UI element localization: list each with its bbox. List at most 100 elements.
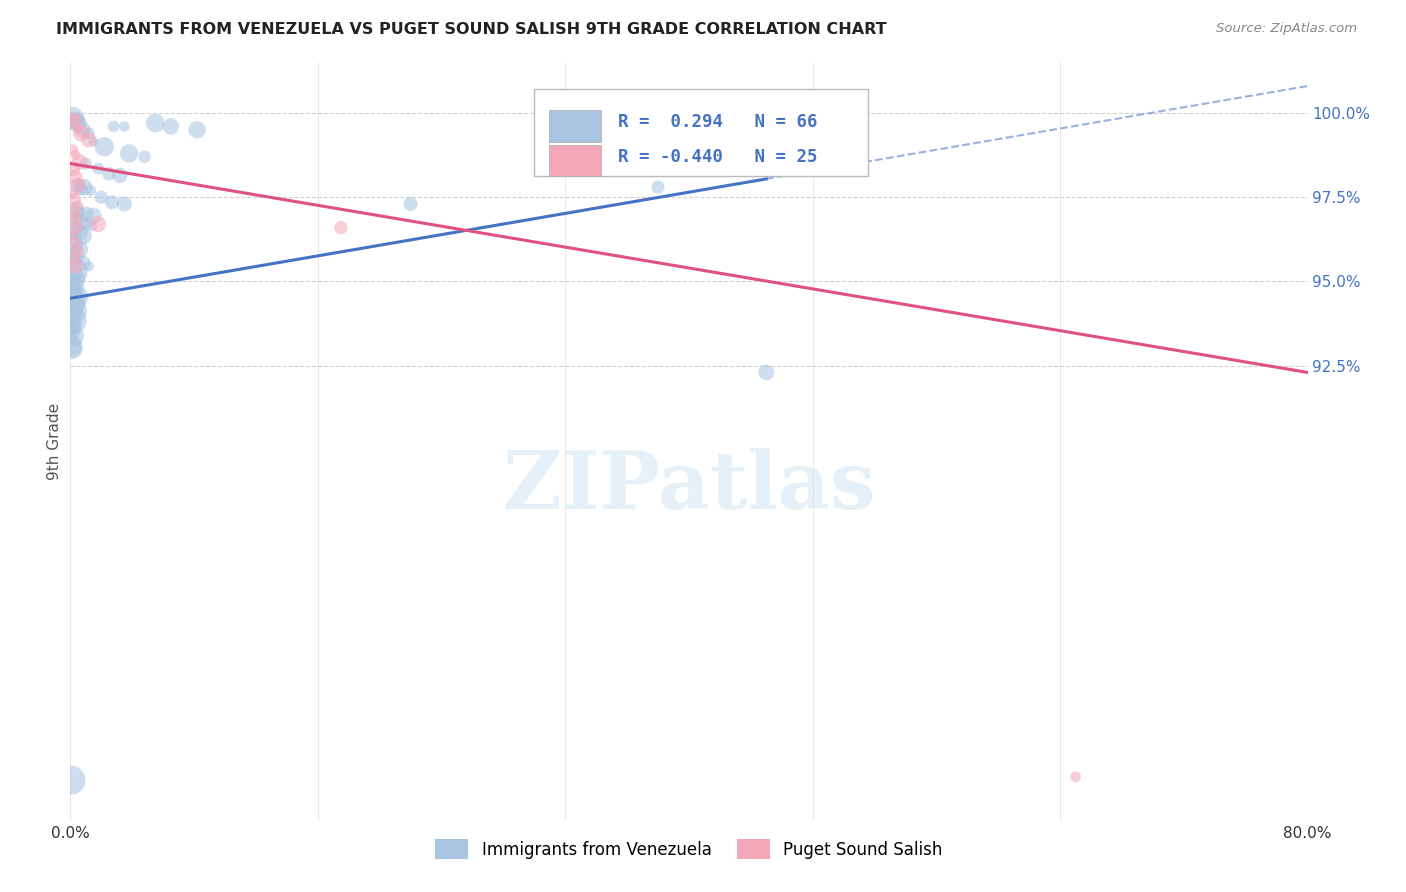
Point	[330, 220, 353, 235]
Point	[134, 150, 156, 164]
Point	[75, 207, 97, 221]
FancyBboxPatch shape	[550, 145, 602, 177]
Point	[65, 286, 87, 301]
Point	[63, 203, 86, 218]
Point	[69, 154, 91, 169]
Point	[67, 199, 90, 213]
Point	[63, 235, 86, 250]
Point	[60, 342, 83, 356]
Point	[65, 148, 87, 162]
Point	[62, 306, 84, 320]
Point	[160, 120, 183, 134]
Text: R = -0.440   N = 25: R = -0.440 N = 25	[619, 148, 818, 166]
Point	[62, 328, 84, 343]
Point	[60, 271, 83, 285]
Point	[72, 229, 94, 244]
Point	[70, 215, 93, 229]
Point	[62, 283, 84, 297]
Point	[77, 260, 100, 274]
Point	[75, 217, 97, 231]
Point	[108, 169, 131, 183]
Point	[72, 256, 94, 270]
Point	[114, 197, 135, 211]
Point	[87, 217, 110, 231]
Point	[63, 114, 86, 128]
Point	[69, 205, 91, 219]
Point	[60, 773, 83, 788]
Point	[90, 190, 112, 204]
Point	[62, 186, 84, 201]
Point	[72, 123, 94, 137]
Point	[67, 116, 90, 130]
Point	[67, 244, 90, 259]
Point	[62, 264, 84, 278]
Point	[62, 143, 84, 157]
Point	[62, 205, 84, 219]
Point	[79, 184, 101, 198]
Point	[65, 268, 87, 282]
Point	[63, 320, 86, 334]
Point	[60, 338, 83, 352]
Text: R =  0.294   N = 66: R = 0.294 N = 66	[619, 113, 818, 131]
Point	[67, 290, 90, 304]
Point	[62, 317, 84, 331]
Point	[73, 180, 96, 194]
Point	[60, 325, 83, 339]
Point	[63, 275, 86, 289]
Point	[70, 126, 93, 140]
Point	[80, 219, 103, 233]
Point	[77, 126, 100, 140]
Point	[69, 243, 91, 257]
Point	[65, 214, 87, 228]
Point	[60, 279, 83, 293]
Point	[60, 294, 83, 309]
Point	[647, 180, 669, 194]
Point	[60, 303, 83, 318]
Point	[77, 133, 100, 147]
Point	[65, 241, 87, 255]
Point	[186, 123, 208, 137]
Point	[67, 226, 90, 240]
Point	[66, 220, 89, 235]
Point	[62, 251, 84, 265]
Point	[1064, 770, 1087, 784]
Point	[62, 161, 84, 176]
Legend: Immigrants from Venezuela, Puget Sound Salish: Immigrants from Venezuela, Puget Sound S…	[429, 833, 949, 865]
Text: IMMIGRANTS FROM VENEZUELA VS PUGET SOUND SALISH 9TH GRADE CORRELATION CHART: IMMIGRANTS FROM VENEZUELA VS PUGET SOUND…	[56, 22, 887, 37]
Point	[67, 178, 90, 193]
Point	[755, 366, 778, 380]
FancyBboxPatch shape	[550, 110, 602, 142]
Point	[67, 178, 90, 193]
Point	[103, 120, 125, 134]
Text: ZIPatlas: ZIPatlas	[503, 448, 875, 526]
Point	[65, 114, 87, 128]
Point	[62, 249, 84, 263]
Point	[114, 120, 135, 134]
Text: Source: ZipAtlas.com: Source: ZipAtlas.com	[1216, 22, 1357, 36]
Point	[98, 167, 120, 181]
Point	[118, 146, 141, 161]
Point	[93, 139, 115, 153]
Point	[62, 111, 84, 125]
Point	[82, 209, 105, 223]
Point	[63, 169, 86, 184]
Point	[60, 313, 83, 327]
Point	[101, 195, 124, 210]
Point	[62, 227, 84, 242]
Point	[67, 252, 90, 267]
Point	[65, 260, 87, 274]
Point	[145, 116, 166, 130]
Point	[75, 156, 97, 170]
Point	[87, 161, 110, 176]
Point	[82, 135, 105, 149]
Y-axis label: 9th Grade: 9th Grade	[46, 403, 62, 480]
FancyBboxPatch shape	[534, 89, 869, 177]
Point	[67, 121, 90, 136]
Point	[399, 197, 422, 211]
Point	[62, 224, 84, 238]
Point	[62, 111, 84, 125]
Point	[70, 182, 93, 196]
Point	[62, 237, 84, 252]
Point	[63, 298, 86, 312]
Point	[63, 212, 86, 227]
